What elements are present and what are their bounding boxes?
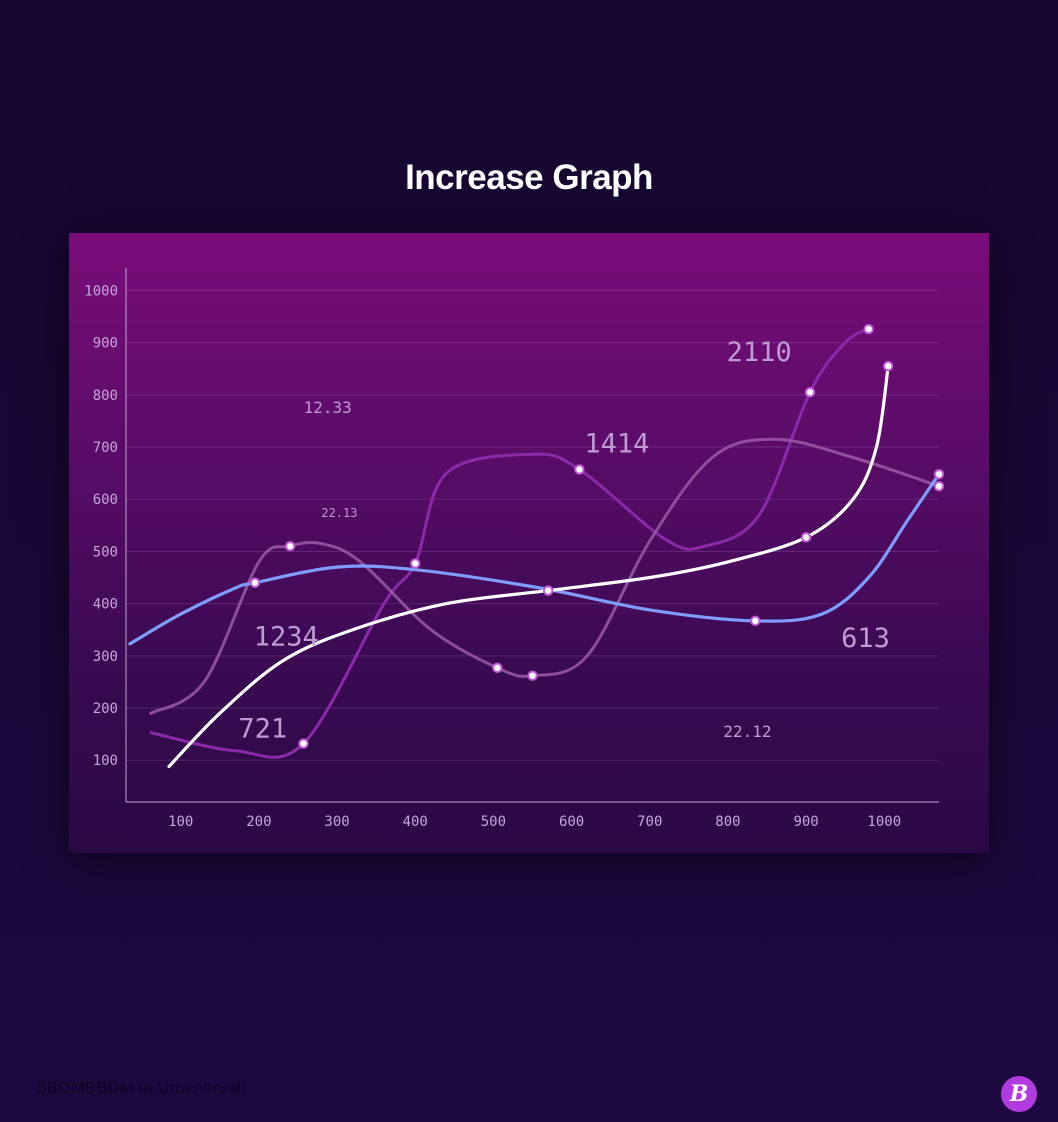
data-point-3-2 xyxy=(882,360,894,372)
data-point-1-3 xyxy=(933,480,945,492)
data-point-1-1 xyxy=(492,662,503,674)
data-point-3-0 xyxy=(542,585,554,596)
credit-text: BBOMBBOM in Urbanbrush xyxy=(36,1080,247,1097)
data-point-0-2 xyxy=(574,464,585,475)
chart-panel: 100 200 300 400 500 600 700 800 900 1000 100 200 300… xyxy=(69,233,989,853)
grid-lines xyxy=(126,289,939,761)
y-tick-label-200: 200 xyxy=(93,701,118,717)
x-tick-label-300: 300 xyxy=(324,814,349,830)
annotation-label-7: 22.12 xyxy=(723,722,771,741)
x-tick-label-700: 700 xyxy=(637,814,662,830)
line-chart: 100 200 300 400 500 600 700 800 900 1000 100 200 300… xyxy=(84,268,945,830)
y-tick-label-1000: 1000 xyxy=(84,283,118,299)
series-line-0 xyxy=(149,327,871,759)
series-line-2 xyxy=(128,472,941,646)
x-tick-label-500: 500 xyxy=(481,814,506,830)
y-tick-label-900: 900 xyxy=(93,336,118,352)
brand-logo-icon: B xyxy=(1001,1076,1037,1112)
series-line-3 xyxy=(167,364,890,769)
series-line-1 xyxy=(149,437,941,715)
x-tick-label-900: 900 xyxy=(793,814,818,830)
data-point-1-0 xyxy=(284,541,296,552)
x-tick-label-600: 600 xyxy=(559,814,584,830)
axes: 100 200 300 400 500 600 700 800 900 1000 100 200 300… xyxy=(84,268,939,830)
x-tick-label-800: 800 xyxy=(715,814,740,830)
x-tick-label-200: 200 xyxy=(246,814,271,830)
y-tick-label-700: 700 xyxy=(93,440,118,456)
data-point-0-1 xyxy=(410,558,421,569)
data-point-0-4 xyxy=(863,323,874,335)
y-tick-label-300: 300 xyxy=(93,649,118,665)
annotation-label-1: 22.13 xyxy=(321,506,357,520)
annotation-label-4: 1414 xyxy=(584,428,649,459)
data-point-2-0 xyxy=(249,577,261,588)
y-tick-label-600: 600 xyxy=(93,492,118,508)
x-tick-label-400: 400 xyxy=(403,814,428,830)
page-title: Increase Graph xyxy=(405,158,653,197)
y-tick-label-500: 500 xyxy=(93,544,118,560)
x-tick-label-1000: 1000 xyxy=(867,814,901,830)
data-point-1-2 xyxy=(527,670,538,681)
data-point-0-0 xyxy=(298,738,309,749)
data-point-3-1 xyxy=(800,532,812,543)
y-tick-label-100: 100 xyxy=(93,753,118,769)
annotation-labels: 12.33 22.13 1234 721 1414 2110 613 22.12 xyxy=(238,337,889,744)
y-tick-label-800: 800 xyxy=(93,388,118,404)
annotation-label-0: 12.33 xyxy=(304,398,352,417)
data-markers xyxy=(249,323,945,749)
y-tick-label-400: 400 xyxy=(93,597,118,613)
annotation-label-5: 2110 xyxy=(727,337,792,368)
x-tick-label-100: 100 xyxy=(168,814,193,830)
data-point-2-3 xyxy=(933,468,945,480)
data-point-0-3 xyxy=(804,387,816,398)
annotation-label-2: 1234 xyxy=(254,621,319,652)
annotation-label-3: 721 xyxy=(238,713,287,744)
annotation-label-6: 613 xyxy=(841,623,890,654)
data-point-2-2 xyxy=(750,615,761,627)
